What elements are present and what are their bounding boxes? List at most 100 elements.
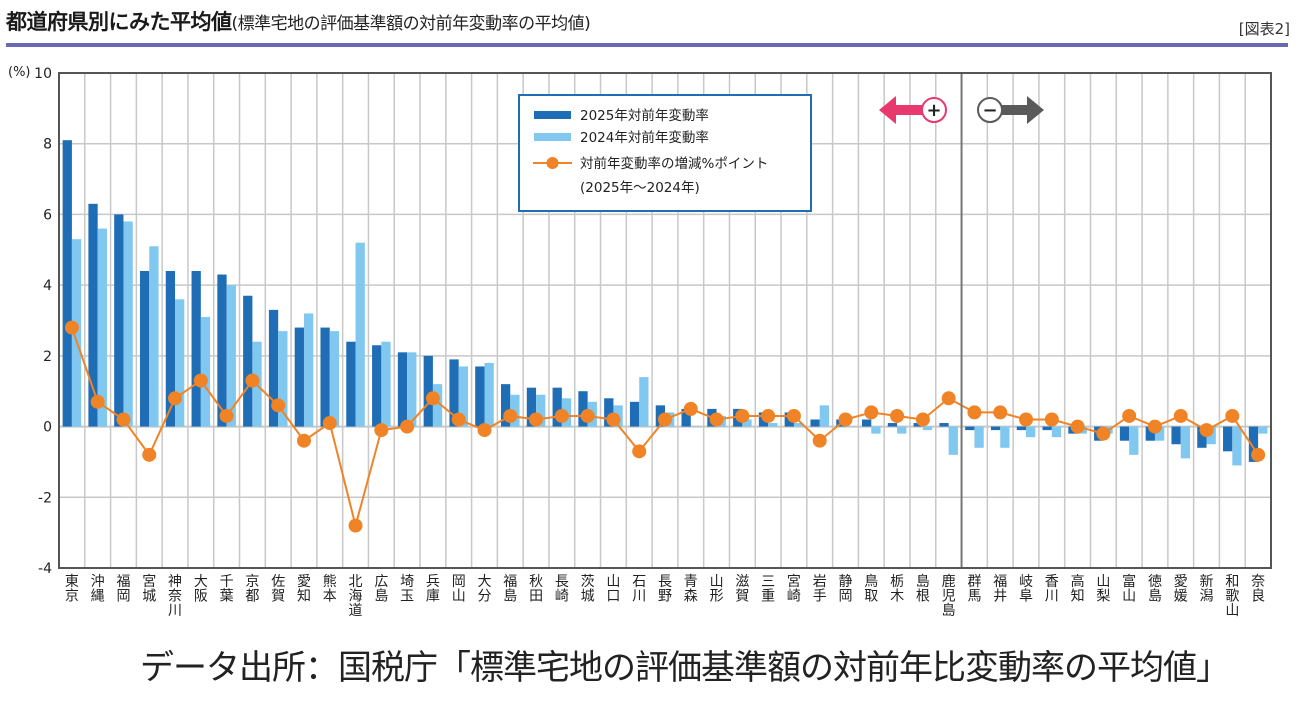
x-tick-label: 富山 <box>1122 573 1136 605</box>
x-tick-label: 東京 <box>65 574 79 605</box>
y-tick-label: -4 <box>38 561 52 577</box>
y-tick-label: 6 <box>43 207 52 223</box>
diff-point <box>1122 408 1137 423</box>
diff-point <box>941 391 956 406</box>
diff-point <box>529 412 544 427</box>
bar-2025 <box>243 295 253 427</box>
bar-2025 <box>578 391 588 427</box>
diff-point <box>193 373 208 388</box>
x-tick-label: 愛媛 <box>1174 574 1188 605</box>
diff-point <box>1070 419 1085 434</box>
x-tick-labels: 東京沖縄福岡宮城神奈川大阪千葉京都佐賀愛知熊本北海道広島埼玉兵庫岡山大分福島秋田… <box>65 573 1265 619</box>
x-tick-label: 石川 <box>632 574 646 605</box>
diff-point <box>786 408 801 423</box>
diff-point <box>1199 423 1214 438</box>
bar-2025 <box>449 359 459 427</box>
bar-2025 <box>1042 426 1052 431</box>
diff-point <box>425 391 440 406</box>
x-tick-label: 群馬 <box>967 574 981 605</box>
diff-point <box>322 416 337 431</box>
x-tick-label: 秋田 <box>529 574 543 605</box>
bar-2024 <box>278 331 288 427</box>
diff-point <box>116 412 131 427</box>
diff-point <box>400 419 415 434</box>
bar-2024 <box>123 221 133 427</box>
y-tick-label: 2 <box>43 349 52 365</box>
x-tick-label: 大分 <box>477 574 491 605</box>
bar-2025 <box>423 355 433 427</box>
bar-2024 <box>381 341 391 427</box>
diff-point <box>219 408 234 423</box>
diff-point <box>658 412 672 427</box>
bar-2024 <box>922 426 933 431</box>
y-tick-label: 8 <box>43 137 52 153</box>
x-tick-label: 宮城 <box>142 574 156 605</box>
bar-2025 <box>372 345 382 427</box>
diff-point <box>1019 412 1034 427</box>
bar-2025 <box>1197 426 1207 448</box>
axes <box>58 72 1272 569</box>
x-tick-label: 京都 <box>245 574 259 605</box>
legend-box <box>518 94 812 212</box>
x-tick-label: 大阪 <box>194 574 208 605</box>
bar-2024 <box>1000 426 1010 448</box>
diff-point <box>554 408 569 423</box>
bar-2025 <box>1119 426 1130 441</box>
x-tick-label: 奈良 <box>1251 574 1265 605</box>
diff-point <box>1044 412 1059 427</box>
x-tick-label: 鳥取 <box>864 574 878 605</box>
diff-point <box>1173 408 1188 423</box>
bar-2025 <box>475 366 485 427</box>
bar-2024 <box>1051 426 1062 438</box>
bar-2024 <box>1206 426 1216 445</box>
legend-label-diff-period: (2025年～2024年) <box>580 180 700 196</box>
bar-2024 <box>871 426 881 434</box>
x-tick-label: 神奈川 <box>168 574 182 619</box>
x-tick-label: 熊本 <box>323 574 337 605</box>
x-tick-label: 広島 <box>374 574 388 605</box>
bar-2025 <box>268 309 279 427</box>
bar-2024 <box>742 419 752 427</box>
diff-point <box>864 405 879 420</box>
diff-point <box>503 408 518 423</box>
x-tick-label: 栃木 <box>890 574 904 605</box>
bar-2024 <box>97 228 107 427</box>
y-axis-unit-label: (%) <box>8 65 31 80</box>
diff-point <box>967 405 982 420</box>
diff-point <box>1251 447 1266 462</box>
y-tick-label: -2 <box>38 490 52 506</box>
x-tick-label: 千葉 <box>220 574 234 605</box>
x-tick-label: 滋賀 <box>735 574 749 605</box>
bar-2025 <box>165 271 176 427</box>
diff-point <box>683 401 698 416</box>
x-tick-label: 鹿児島 <box>942 573 956 619</box>
diff-line <box>64 320 1266 533</box>
bar-2024 <box>226 285 236 427</box>
plus-arrow-icon: + <box>879 96 947 124</box>
bar-2024 <box>1258 426 1268 434</box>
x-tick-label: 新潟 <box>1200 574 1214 605</box>
diff-point <box>1225 408 1240 423</box>
bar-2024 <box>71 239 82 427</box>
x-tick-label: 岐阜 <box>1019 574 1033 605</box>
bar-2024 <box>1180 426 1191 459</box>
x-tick-label: 茨城 <box>581 574 595 605</box>
x-tick-label: 高知 <box>1071 573 1085 605</box>
figure-label: [図表2] <box>1238 20 1290 38</box>
diff-point <box>580 408 595 423</box>
direction-arrows: + − <box>879 96 1044 124</box>
bar-2025 <box>294 327 304 427</box>
diff-point <box>812 433 827 448</box>
legend-marker-diff <box>546 157 559 169</box>
x-tick-label: 青森 <box>684 574 698 605</box>
legend-label-diff: 対前年変動率の増減%ポイント <box>580 155 768 172</box>
bar-2025 <box>862 419 872 427</box>
bar-2025 <box>217 274 227 427</box>
x-tick-label: 長崎 <box>555 574 569 605</box>
x-tick-label: 岩手 <box>813 574 827 605</box>
x-tick-label: 福岡 <box>116 574 130 605</box>
x-tick-label: 福井 <box>993 574 1007 605</box>
bar-2025 <box>88 203 98 427</box>
x-tick-label: 北海道 <box>349 574 363 619</box>
x-tick-label: 山形 <box>710 574 724 605</box>
